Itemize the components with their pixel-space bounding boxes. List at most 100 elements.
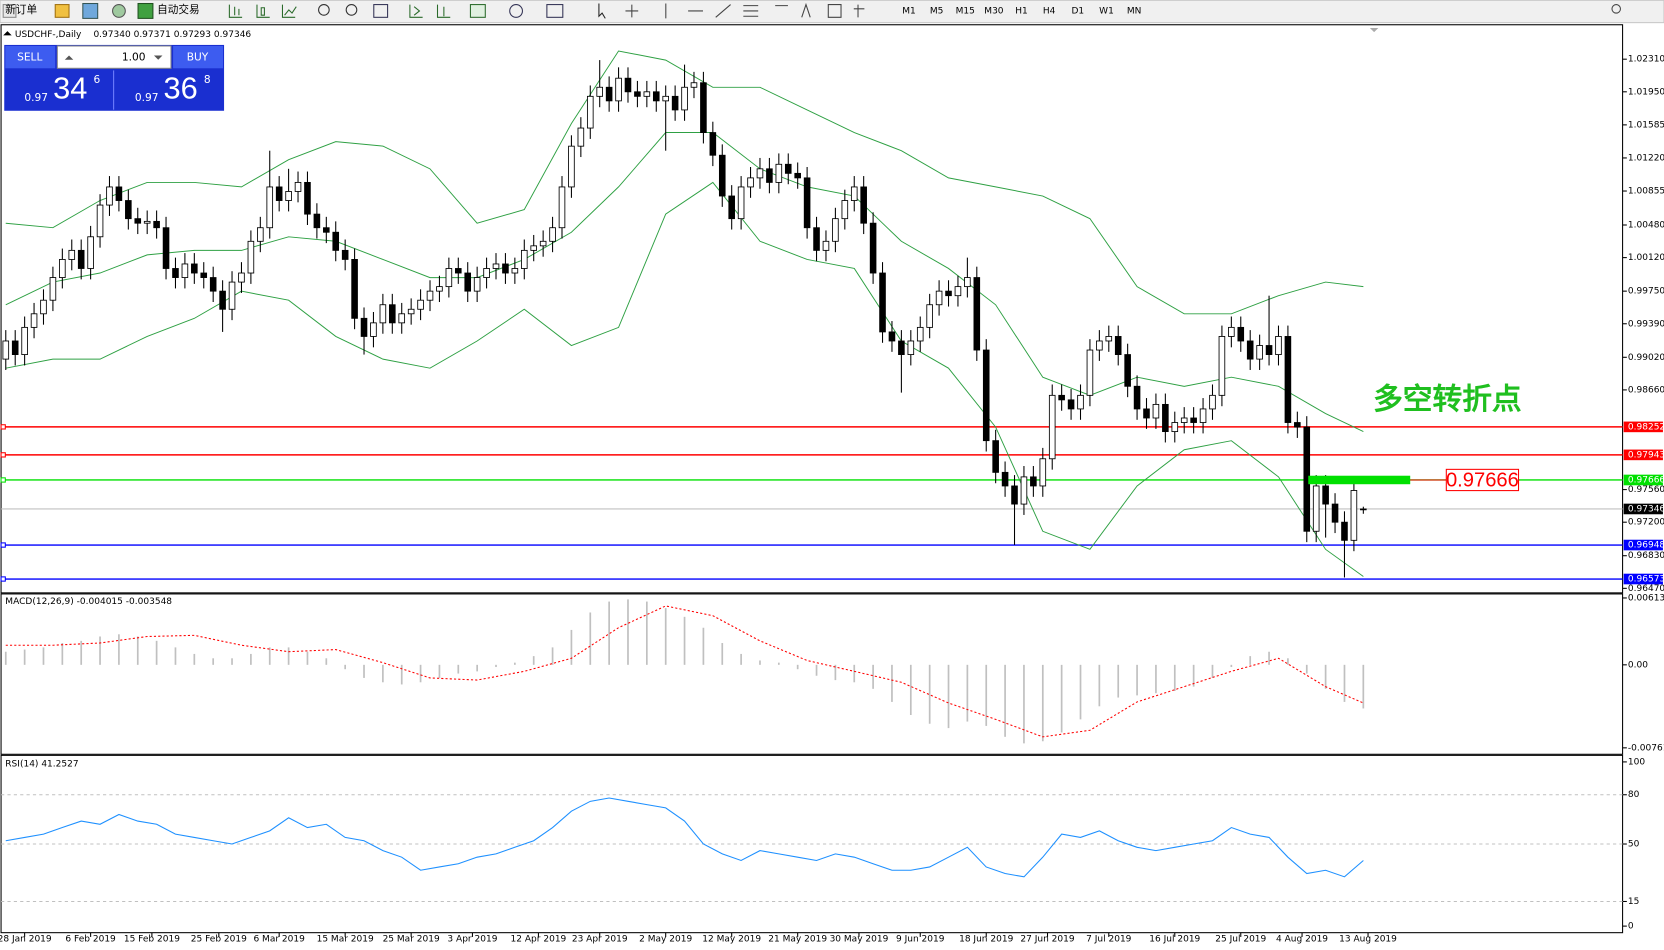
- sell-prefix[interactable]: 0.97: [24, 91, 48, 104]
- icon[interactable]: [509, 4, 523, 18]
- candle-body: [11, 340, 19, 355]
- lot-down[interactable]: [64, 55, 74, 60]
- icon[interactable]: [54, 4, 70, 18]
- candle-body: [323, 227, 330, 233]
- timeframe[interactable]: M15: [956, 6, 975, 16]
- timeframe[interactable]: M5: [930, 6, 944, 16]
- timeframe[interactable]: MN: [1127, 6, 1142, 16]
- icon[interactable]: [318, 4, 330, 16]
- level-handle: [0, 477, 6, 483]
- candle-body: [954, 286, 962, 297]
- timeframe[interactable]: H4: [1043, 6, 1056, 16]
- icon[interactable]: [436, 4, 451, 18]
- candle-body: [1331, 503, 1339, 523]
- buy-prefix[interactable]: 0.97: [135, 91, 159, 104]
- icon[interactable]: [801, 2, 865, 18]
- candle-body: [605, 86, 613, 102]
- icon[interactable]: [2, 4, 17, 18]
- icon[interactable]: [256, 4, 270, 18]
- candle-body: [728, 195, 735, 220]
- icon[interactable]: [1611, 4, 1621, 14]
- candle-body: [341, 249, 349, 260]
- candle-body: [718, 154, 726, 197]
- candle-body: [615, 77, 622, 102]
- level-label: 0.97666: [1628, 475, 1664, 485]
- sell-pips[interactable]: 34: [53, 71, 87, 106]
- candle-body: [775, 163, 783, 183]
- candle-body: [624, 77, 632, 93]
- y-tick-label: 1.01220: [1628, 153, 1664, 163]
- lot-up[interactable]: [153, 55, 163, 60]
- candle-body: [747, 177, 754, 188]
- timeframe[interactable]: M30: [984, 6, 1004, 16]
- icon[interactable]: [82, 2, 99, 19]
- turning-tag: [1445, 468, 1520, 492]
- candle-body: [483, 268, 490, 278]
- timeframe[interactable]: M1: [902, 6, 916, 16]
- buy-button[interactable]: [173, 45, 223, 69]
- bollinger-upper: [5, 50, 1364, 315]
- candle-body: [360, 317, 368, 337]
- timeframe[interactable]: H1: [1015, 6, 1028, 16]
- level-handle: [0, 576, 6, 582]
- sell-button[interactable]: [5, 45, 56, 69]
- price-tag: [1623, 503, 1663, 515]
- lot-size[interactable]: 1.00: [122, 51, 146, 64]
- sell-fraction[interactable]: 6: [93, 73, 100, 86]
- candle-body: [1058, 394, 1065, 401]
- icon[interactable]: [625, 4, 639, 18]
- icon[interactable]: [546, 4, 564, 18]
- icon[interactable]: [665, 3, 788, 19]
- icon[interactable]: [373, 4, 389, 18]
- main-panel: [0, 24, 1624, 594]
- icon[interactable]: [281, 4, 297, 18]
- level-label: 0.97943: [1628, 450, 1664, 460]
- icon[interactable]: [345, 4, 358, 16]
- timeframe[interactable]: W1: [1099, 6, 1114, 16]
- level-handle: [0, 452, 6, 458]
- y-tick-label: 15: [1628, 897, 1639, 907]
- turning-bar: [1308, 475, 1411, 485]
- candle-body: [568, 145, 575, 188]
- lot-input[interactable]: [56, 45, 172, 69]
- candle-body: [1199, 408, 1207, 423]
- collapse-arrow[interactable]: [3, 31, 12, 36]
- candle-body: [106, 186, 113, 206]
- candle-body: [445, 268, 453, 288]
- y-tick-label: 0.98660: [1628, 385, 1664, 395]
- candle-body: [832, 218, 839, 242]
- buy-label[interactable]: BUY: [187, 51, 209, 64]
- candle-body: [351, 259, 358, 319]
- y-tick-label: 1.00480: [1628, 220, 1664, 230]
- sell-label[interactable]: SELL: [17, 51, 42, 64]
- icon[interactable]: [409, 4, 423, 18]
- candle-body: [21, 326, 28, 355]
- candle-body: [511, 268, 519, 274]
- buy-fraction[interactable]: 8: [204, 73, 211, 86]
- turning-value: 0.97666: [1446, 469, 1519, 491]
- candle-body: [841, 200, 849, 220]
- icon[interactable]: [598, 3, 606, 19]
- candle-body: [700, 82, 707, 134]
- candle-body: [1360, 508, 1367, 511]
- buy-pips[interactable]: 36: [164, 71, 198, 106]
- candle-body: [1180, 417, 1188, 423]
- candle-body: [1077, 394, 1084, 410]
- candle-body: [238, 272, 245, 283]
- level-tag: [1623, 449, 1663, 461]
- icon[interactable]: [137, 2, 154, 19]
- y-tick-label: 1.00855: [1628, 187, 1664, 197]
- candle-body: [313, 213, 321, 229]
- candle-body: [690, 82, 698, 88]
- auto-trading[interactable]: 自动交易: [157, 3, 199, 16]
- timeframe[interactable]: D1: [1071, 6, 1084, 16]
- icon[interactable]: [228, 4, 243, 18]
- candle-body: [586, 95, 594, 129]
- y-tick-label: 0.99390: [1628, 319, 1664, 329]
- icon[interactable]: [469, 4, 486, 18]
- x-tick-label: 27 Jun 2019: [1020, 935, 1074, 945]
- new-order[interactable]: 新订单: [5, 3, 37, 16]
- icon[interactable]: [112, 4, 126, 18]
- y-tick-label: 0.99750: [1628, 287, 1664, 297]
- candle-body: [916, 326, 924, 342]
